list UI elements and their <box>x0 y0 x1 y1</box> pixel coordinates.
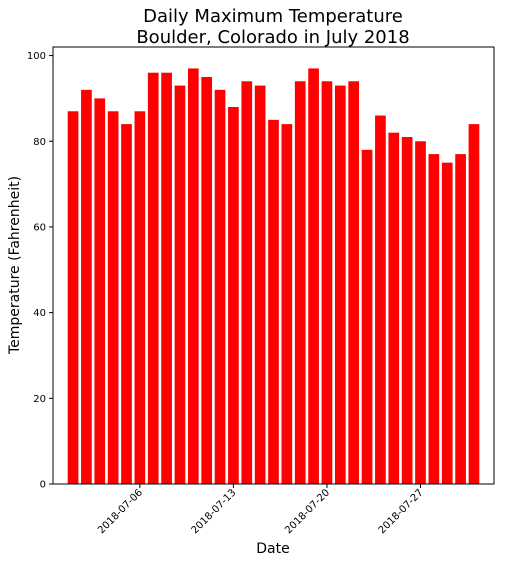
bar-2018-07-23 <box>361 149 373 484</box>
bar-2018-07-04 <box>107 111 119 484</box>
bar-2018-07-25 <box>388 132 400 484</box>
y-axis-label: Temperature (Fahrenheit) <box>7 176 23 355</box>
bar-2018-07-18 <box>294 81 306 485</box>
bar-2018-07-05 <box>121 124 132 484</box>
bar-2018-07-01 <box>67 111 79 484</box>
bar-2018-07-27 <box>415 141 426 485</box>
chart-title-line-1: Daily Maximum Temperature <box>143 6 403 27</box>
y-tick-label: 80 <box>33 137 46 148</box>
plot-frame <box>52 46 495 485</box>
y-tick-label: 60 <box>33 222 46 233</box>
y-tick-label: 0 <box>40 480 46 491</box>
bar-2018-07-09 <box>174 85 186 484</box>
bar-2018-07-24 <box>375 115 386 485</box>
bar-2018-07-07 <box>147 72 159 485</box>
bar-2018-07-13 <box>228 106 239 484</box>
bar-2018-07-15 <box>254 85 266 484</box>
bar-2018-07-21 <box>334 85 346 484</box>
bar-2018-07-12 <box>214 89 226 484</box>
bar-2018-07-02 <box>81 89 92 484</box>
bar-2018-07-11 <box>201 76 213 484</box>
bar-2018-07-16 <box>268 119 279 484</box>
bar-2018-07-19 <box>308 68 319 484</box>
y-tick-label: 20 <box>33 394 46 405</box>
bar-2018-07-17 <box>281 124 293 484</box>
bar-2018-07-08 <box>161 72 172 485</box>
bar-2018-07-30 <box>455 154 466 484</box>
bar-2018-07-31 <box>468 124 480 484</box>
y-tick-label: 40 <box>33 308 46 319</box>
bars-group <box>67 68 480 485</box>
bar-2018-07-29 <box>441 162 453 485</box>
bar-2018-07-03 <box>94 98 106 484</box>
y-tick-label: 100 <box>27 51 46 62</box>
x-axis-label: Date <box>256 541 289 557</box>
bar-2018-07-14 <box>241 81 253 485</box>
y-axis-ticks: 0 20 40 60 80 100 <box>27 51 53 491</box>
chart-title-line-2: Boulder, Colorado in July 2018 <box>136 27 409 48</box>
bar-2018-07-06 <box>134 111 146 484</box>
bar-2018-07-28 <box>428 154 440 484</box>
bar-2018-07-10 <box>187 68 199 484</box>
bar-2018-07-22 <box>348 81 360 485</box>
bar-2018-07-26 <box>401 136 413 484</box>
bar-2018-07-20 <box>321 81 333 485</box>
